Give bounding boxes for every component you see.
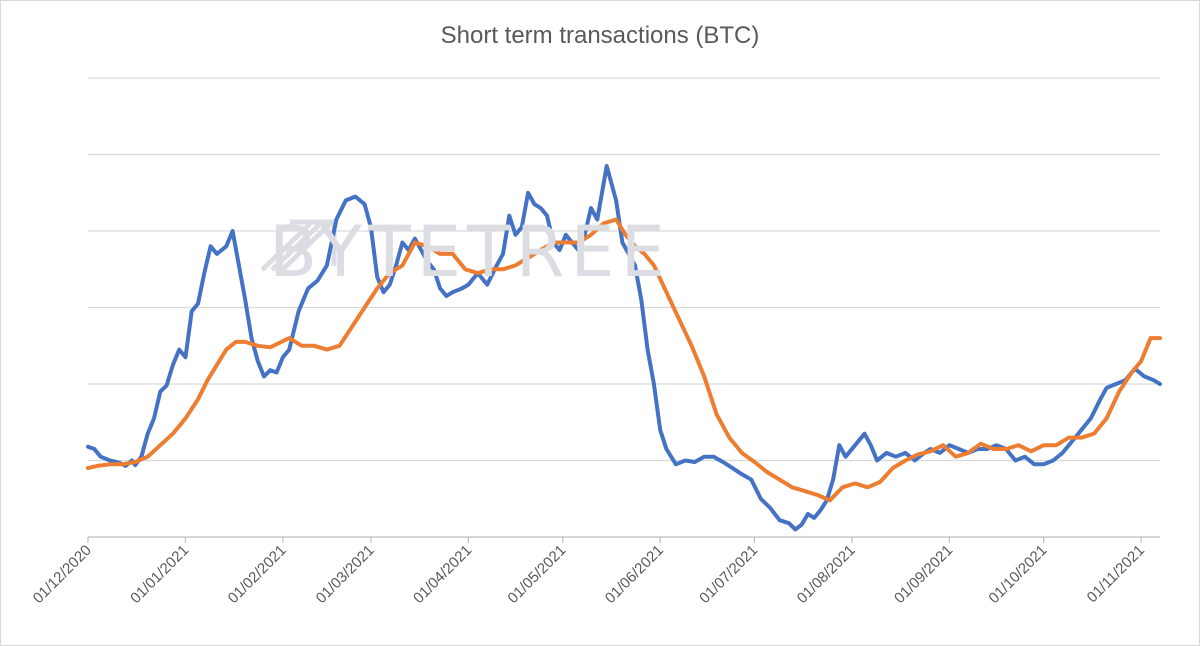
x-tick-label: 01/08/2021 bbox=[794, 542, 859, 607]
x-tick-label: 01/03/2021 bbox=[313, 542, 378, 607]
chart-title: Short term transactions (BTC) bbox=[440, 22, 760, 49]
x-tick-label: 01/09/2021 bbox=[891, 542, 956, 607]
series-layer bbox=[86, 164, 1162, 532]
series-line-1 bbox=[86, 164, 1162, 532]
gridlines bbox=[88, 77, 1160, 462]
x-tick-label: 01/06/2021 bbox=[602, 542, 667, 607]
x-tick-label: 01/10/2021 bbox=[985, 542, 1050, 607]
x-tick-label: 01/05/2021 bbox=[504, 542, 569, 607]
watermark-arrow-stroke bbox=[280, 222, 332, 272]
x-axis: 01/12/2020 01/01/2021 01/02/2021 01/03/2021… bbox=[30, 536, 1160, 607]
x-tick-label: 01/07/2021 bbox=[696, 542, 761, 607]
x-tick-label: 01/04/2021 bbox=[410, 542, 475, 607]
watermark-arrow-stroke bbox=[260, 222, 312, 272]
x-tick-label: 01/11/2021 bbox=[1084, 542, 1148, 606]
x-tick-label: 01/01/2021 bbox=[127, 542, 192, 607]
x-tick-label: 01/12/2020 bbox=[30, 542, 95, 607]
x-tick-label: 01/02/2021 bbox=[225, 542, 290, 607]
watermark-arrow-stroke bbox=[270, 222, 322, 272]
series-line-2 bbox=[86, 217, 1162, 503]
watermark-logo-icon bbox=[260, 219, 337, 272]
